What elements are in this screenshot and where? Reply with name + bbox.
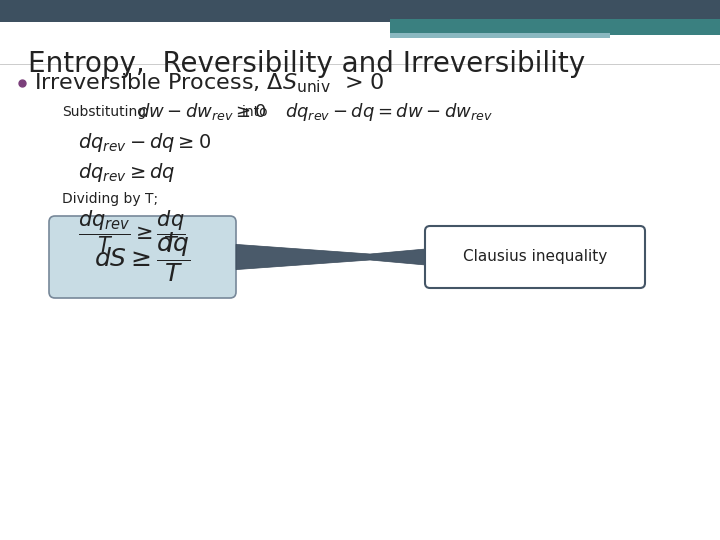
Bar	[390, 19, 720, 35]
Bar	[0, 0, 720, 22]
Text: $dw-dw_{rev}\geq 0$: $dw-dw_{rev}\geq 0$	[137, 102, 266, 123]
FancyBboxPatch shape	[49, 216, 236, 298]
Bar	[390, 33, 610, 38]
Text: Dividing by T;: Dividing by T;	[62, 192, 158, 206]
Text: $\dfrac{dq_{rev}}{T}\geq\dfrac{dq}{T}$: $\dfrac{dq_{rev}}{T}\geq\dfrac{dq}{T}$	[78, 209, 186, 255]
Text: Clausius inequality: Clausius inequality	[463, 249, 607, 265]
Polygon shape	[236, 245, 430, 269]
Text: $dq_{rev}-dq\geq 0$: $dq_{rev}-dq\geq 0$	[78, 132, 211, 154]
FancyBboxPatch shape	[425, 226, 645, 288]
Text: Irreversible Process, $\Delta S_{\mathrm{univ}}$  > 0: Irreversible Process, $\Delta S_{\mathrm…	[34, 71, 384, 95]
Text: $dq_{rev}\geq dq$: $dq_{rev}\geq dq$	[78, 160, 176, 184]
Text: Substituting: Substituting	[62, 105, 146, 119]
Text: $dS\geq\dfrac{dq}{T}$: $dS\geq\dfrac{dq}{T}$	[94, 230, 191, 284]
Text: into: into	[242, 105, 269, 119]
Text: $dq_{rev}-dq=dw-dw_{rev}$: $dq_{rev}-dq=dw-dw_{rev}$	[285, 101, 492, 123]
Text: Entropy,  Reversibility and Irreversibility: Entropy, Reversibility and Irreversibili…	[28, 50, 585, 78]
